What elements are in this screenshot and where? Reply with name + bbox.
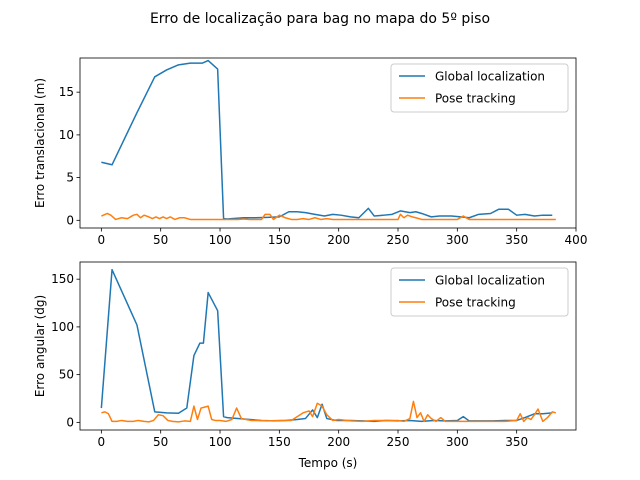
legend-label: Global localization (435, 274, 545, 288)
x-tick-label: 250 (387, 435, 410, 449)
y-axis-label: Erro angular (dg) (33, 295, 47, 397)
x-tick-label: 300 (446, 233, 469, 247)
legend: Global localization Pose tracking (390, 267, 569, 317)
x-tick-label: 150 (268, 435, 291, 449)
legend-label: Pose tracking (435, 92, 516, 106)
y-axis-label: Erro translacional (m) (33, 78, 47, 208)
axes-frame (79, 57, 577, 229)
legend-label: Global localization (435, 70, 545, 84)
subplot-1: 0 50 100 150 200 250 300 350 400 0 5 10 15 Erro trans… (33, 57, 588, 247)
y-tick-label: 0 (66, 415, 74, 429)
series-line-pose-tracking (101, 400, 557, 423)
series-line-pose-tracking (101, 212, 556, 221)
figure-suptitle: Erro de localização para bag no mapa do … (150, 11, 490, 27)
x-axis-label: Tempo (s) (298, 456, 358, 470)
x-tick-label: 300 (446, 435, 469, 449)
series-group (100, 268, 557, 423)
legend: Global localization Pose tracking (390, 63, 569, 113)
x-tick-label: 200 (327, 233, 350, 247)
legend-label: Pose tracking (435, 296, 516, 310)
x-tick-label: 0 (98, 233, 106, 247)
x-tick-label: 50 (153, 233, 168, 247)
y-tick-label: 5 (66, 171, 74, 185)
y-tick-label: 0 (66, 213, 74, 227)
x-tick-label: 150 (268, 233, 291, 247)
subplot-2: 0 50 100 150 200 250 300 350 0 50 100 150 Erro angul… (33, 261, 577, 470)
y-tick-label: 150 (51, 272, 74, 286)
legend-box (390, 63, 569, 113)
x-tick-label: 400 (565, 233, 588, 247)
y-tick-label: 50 (59, 368, 74, 382)
y-tick-label: 10 (59, 128, 74, 142)
series-line-global-localization (101, 59, 553, 220)
x-tick-label: 100 (209, 435, 232, 449)
x-tick-label: 100 (209, 233, 232, 247)
y-tick-label: 15 (59, 85, 74, 99)
y-tick-label: 100 (51, 320, 74, 334)
x-tick-label: 50 (153, 435, 168, 449)
x-tick-label: 350 (505, 435, 528, 449)
x-tick-label: 0 (98, 435, 106, 449)
series-group (101, 59, 556, 221)
x-tick-label: 350 (505, 233, 528, 247)
axes-frame (79, 261, 577, 431)
x-tick-label: 200 (327, 435, 350, 449)
x-tick-label: 250 (387, 233, 410, 247)
legend-box (390, 267, 569, 317)
